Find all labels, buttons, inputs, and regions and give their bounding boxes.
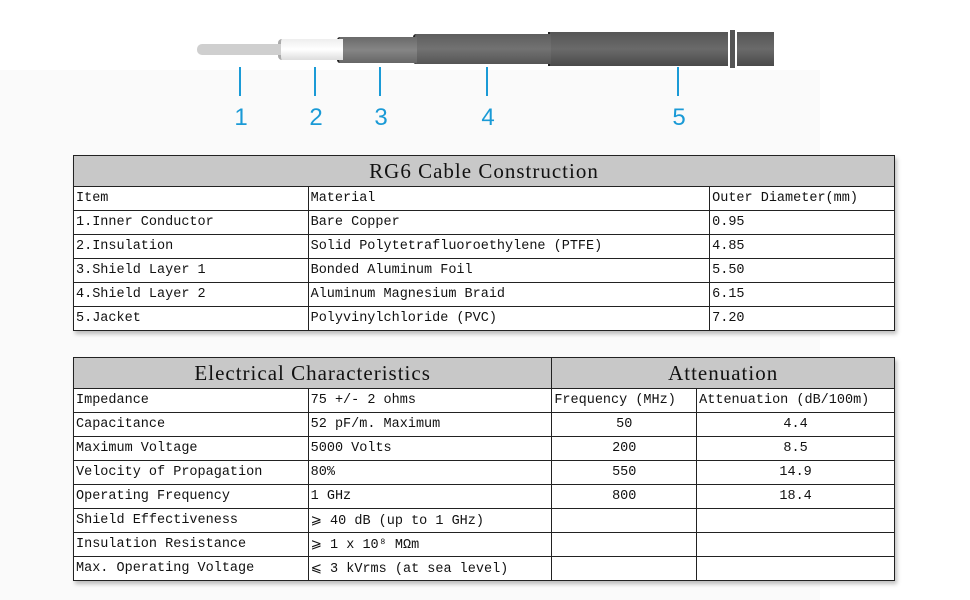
table-row: 3.Shield Layer 1 Bonded Aluminum Foil 5.50 [73,258,895,283]
empty-cell [551,556,698,581]
label-2: 2 [309,104,323,131]
table-row: Operating Frequency 1 GHz 800 18.4 [73,484,895,509]
label-1: 1 [234,104,248,131]
label-5: 5 [672,104,686,131]
property-cell: Insulation Resistance [73,532,309,557]
cable-shield-1 [337,37,417,63]
attenuation-title: Attenuation [551,357,895,389]
item-cell: 2.Insulation [73,234,309,259]
property-cell: Capacitance [73,412,309,437]
attenuation-cell: 8.5 [696,436,895,461]
value-cell: ⩾ 1 x 10⁸ MΩm [307,532,553,557]
electrical-title: Electrical Characteristics [72,357,553,389]
value-cell: 80% [307,460,553,485]
value-cell: 5000 Volts [307,436,553,461]
value-cell: ⩾ 40 dB (up to 1 GHz) [307,508,553,533]
table-row: Max. Operating Voltage ⩽ 3 kVrms (at sea … [73,556,895,581]
header-diameter: Outer Diameter(mm) [709,186,895,211]
leader-line-1 [239,67,241,96]
empty-cell [696,532,895,557]
material-cell: Solid Polytetrafluoroethylene (PTFE) [307,234,711,259]
item-cell: 3.Shield Layer 1 [73,258,309,283]
table-row: Impedance 75 +/- 2 ohms Frequency (MHz) Att… [73,388,895,413]
header-attenuation: Attenuation (dB/100m) [696,388,895,413]
leader-line-2 [314,67,316,96]
item-cell: 5.Jacket [73,306,309,331]
table-row: Velocity of Propagation 80% 550 14.9 [73,460,895,485]
item-cell: 4.Shield Layer 2 [73,282,309,307]
property-cell: Max. Operating Voltage [73,556,309,581]
leader-line-3 [379,67,381,96]
frequency-cell: 50 [551,412,698,437]
label-3: 3 [374,104,388,131]
table-row: 4.Shield Layer 2 Aluminum Magnesium Braid… [73,282,895,307]
material-cell: Bare Copper [307,210,711,235]
construction-title: RG6 Cable Construction [73,155,895,187]
table-row: 2.Insulation Solid Polytetrafluoroethylen… [73,234,895,259]
empty-cell [551,508,698,533]
cable-jacket [548,32,774,66]
leader-line-5 [677,67,679,96]
item-cell: 1.Inner Conductor [73,210,309,235]
diameter-cell: 5.50 [709,258,895,283]
cable-shield-2 [413,34,551,64]
header-material: Material [307,186,711,211]
material-cell: Polyvinylchloride (PVC) [307,306,711,331]
table-row: 1.Inner Conductor Bare Copper 0.95 [73,210,895,235]
header-item: Item [73,186,309,211]
table-row: Capacitance 52 pF/m. Maximum 50 4.4 [73,412,895,437]
diameter-cell: 6.15 [709,282,895,307]
construction-table: RG6 Cable Construction Item Material Out… [73,155,895,331]
diameter-cell: 7.20 [709,306,895,331]
table-row: 5.Jacket Polyvinylchloride (PVC) 7.20 [73,306,895,331]
table-row: Shield Effectiveness ⩾ 40 dB (up to 1 GHz… [73,508,895,533]
frequency-cell: 200 [551,436,698,461]
table-row: Maximum Voltage 5000 Volts 200 8.5 [73,436,895,461]
value-cell: ⩽ 3 kVrms (at sea level) [307,556,553,581]
cable-insulation [278,39,343,60]
leader-line-4 [486,67,488,96]
header-frequency: Frequency (MHz) [551,388,698,413]
empty-cell [551,532,698,557]
attenuation-cell: 14.9 [696,460,895,485]
frequency-cell: 550 [551,460,698,485]
diameter-cell: 0.95 [709,210,895,235]
material-cell: Bonded Aluminum Foil [307,258,711,283]
table-row: Insulation Resistance ⩾ 1 x 10⁸ MΩm [73,532,895,557]
value-cell: 1 GHz [307,484,553,509]
value-cell: 52 pF/m. Maximum [307,412,553,437]
empty-cell [696,508,895,533]
property-cell: Operating Frequency [73,484,309,509]
attenuation-cell: 4.4 [696,412,895,437]
property-cell: Impedance [73,388,309,413]
label-4: 4 [481,104,495,131]
value-cell: 75 +/- 2 ohms [307,388,553,413]
empty-cell [696,556,895,581]
property-cell: Velocity of Propagation [73,460,309,485]
material-cell: Aluminum Magnesium Braid [307,282,711,307]
break-mark [728,30,737,68]
property-cell: Maximum Voltage [73,436,309,461]
frequency-cell: 800 [551,484,698,509]
electrical-table: Electrical Characteristics Attenuation I… [72,357,895,581]
property-cell: Shield Effectiveness [73,508,309,533]
attenuation-cell: 18.4 [696,484,895,509]
diameter-cell: 4.85 [709,234,895,259]
cable-inner-conductor [197,44,281,55]
table-header-row: Item Material Outer Diameter(mm) [73,186,895,211]
